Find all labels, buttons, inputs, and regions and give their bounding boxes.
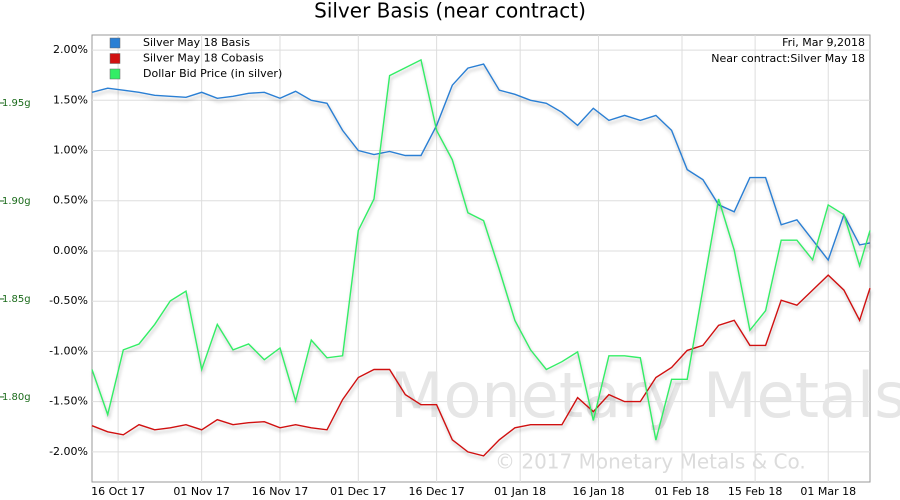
y-tick-label: 2.00% (53, 43, 88, 56)
y2-tick-label: 1.85g (2, 294, 31, 305)
series-line (91, 274, 871, 457)
x-tick-label: 01 Feb 18 (655, 485, 709, 498)
y-tick-label: -2.00% (49, 445, 88, 458)
x-tick-label: 01 Dec 17 (330, 485, 386, 498)
y-tick-label: 1.00% (53, 144, 88, 157)
annotation: Near contract:Silver May 18 (711, 52, 865, 65)
y-tick-label: -0.50% (49, 294, 88, 307)
y-tick-label: -1.50% (49, 395, 88, 408)
y2-tick-label: 1.80g (2, 392, 31, 403)
watermark: © 2017 Monetary Metals & Co. (495, 450, 806, 474)
legend-label: Silver May 18 Basis (143, 36, 250, 49)
x-tick-label: 15 Feb 18 (728, 485, 782, 498)
y-tick-label: 1.50% (53, 93, 88, 106)
x-tick-label: 16 Oct 17 (91, 485, 145, 498)
y-tick-label: 0.50% (53, 194, 88, 207)
series-line (91, 63, 871, 262)
legend-swatch (109, 68, 121, 80)
legend-label: Dollar Bid Price (in silver) (143, 67, 282, 80)
x-tick-label: 16 Nov 17 (252, 485, 308, 498)
x-tick-label: 16 Dec 17 (408, 485, 464, 498)
x-tick-label: 01 Jan 18 (494, 485, 546, 498)
legend-swatch (109, 37, 121, 49)
chart-title: Silver Basis (near contract) (314, 0, 586, 23)
y2-tick-label: 1.95g (2, 98, 31, 109)
x-tick-label: 01 Nov 17 (173, 485, 229, 498)
x-tick-label: 16 Jan 18 (573, 485, 625, 498)
y2-tick-label: 1.90g (2, 196, 31, 207)
legend-swatch (109, 53, 121, 64)
y-tick-label: -1.00% (49, 344, 88, 357)
x-tick-label: 01 Mar 18 (800, 485, 856, 498)
plot-frame (91, 34, 871, 483)
legend-label: Silver May 18 Cobasis (143, 52, 264, 65)
annotation: Fri, Mar 9,2018 (782, 36, 865, 49)
y-tick-label: 0.00% (53, 244, 88, 257)
series-line (91, 58, 871, 441)
